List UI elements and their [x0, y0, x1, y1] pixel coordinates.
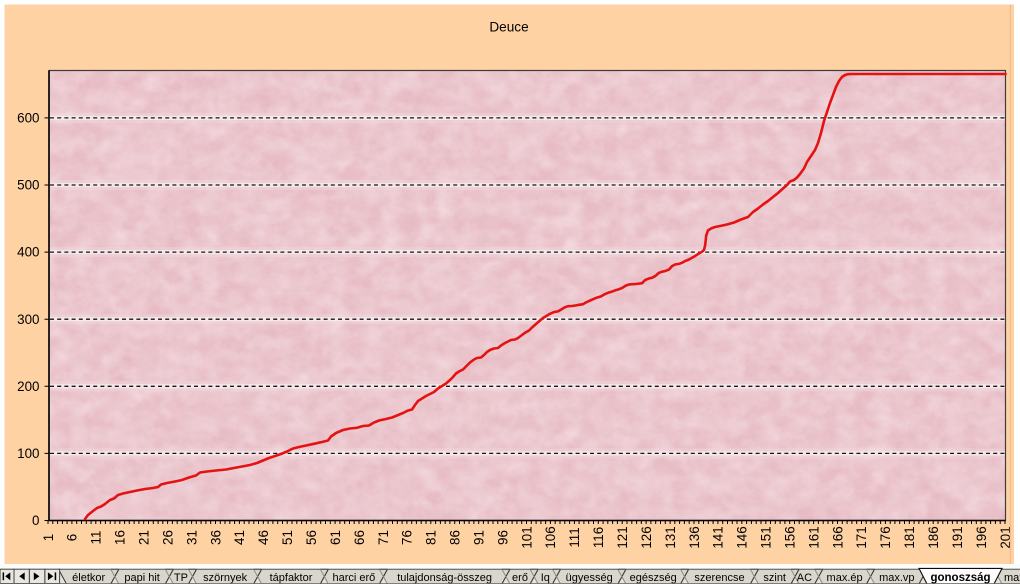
- svg-text:szerencse: szerencse: [694, 572, 744, 584]
- svg-text:106: 106: [543, 526, 558, 548]
- svg-text:TP: TP: [174, 572, 188, 584]
- svg-text:66: 66: [352, 530, 367, 545]
- svg-text:161: 161: [806, 526, 821, 548]
- svg-text:81: 81: [424, 530, 439, 545]
- svg-text:gonoszság: gonoszság: [930, 572, 990, 584]
- svg-text:max.ép: max.ép: [827, 572, 863, 584]
- svg-text:56: 56: [304, 530, 319, 545]
- svg-text:26: 26: [160, 530, 175, 545]
- svg-text:egészség: egészség: [630, 572, 677, 584]
- svg-text:életkor: életkor: [72, 572, 105, 584]
- svg-text:111: 111: [567, 527, 582, 547]
- svg-text:61: 61: [328, 530, 343, 545]
- svg-text:papi hit: papi hit: [124, 572, 159, 584]
- svg-text:31: 31: [184, 530, 199, 545]
- svg-text:ügyesség: ügyesség: [566, 572, 613, 584]
- svg-text:Iq: Iq: [541, 572, 550, 584]
- svg-text:126: 126: [639, 526, 654, 548]
- svg-text:AC: AC: [797, 572, 812, 584]
- svg-text:21: 21: [137, 530, 152, 545]
- svg-text:151: 151: [759, 526, 774, 548]
- svg-text:141: 141: [711, 526, 726, 548]
- svg-text:196: 196: [974, 526, 989, 548]
- svg-text:186: 186: [926, 526, 941, 548]
- svg-text:1: 1: [41, 534, 56, 541]
- svg-text:100: 100: [17, 446, 39, 461]
- svg-text:300: 300: [17, 312, 39, 327]
- svg-text:600: 600: [17, 111, 39, 126]
- svg-text:11: 11: [89, 531, 104, 545]
- svg-text:171: 171: [854, 526, 869, 548]
- svg-text:51: 51: [280, 530, 295, 545]
- svg-text:131: 131: [663, 526, 678, 548]
- svg-text:200: 200: [17, 379, 39, 394]
- svg-text:erő: erő: [512, 572, 528, 584]
- svg-text:96: 96: [495, 530, 510, 545]
- svg-text:Deuce: Deuce: [489, 20, 528, 35]
- svg-text:116: 116: [591, 527, 606, 548]
- svg-text:max.vp: max.vp: [879, 572, 914, 584]
- svg-text:181: 181: [902, 526, 917, 548]
- svg-text:76: 76: [400, 530, 415, 545]
- svg-text:36: 36: [208, 530, 223, 545]
- svg-text:71: 71: [376, 530, 391, 545]
- svg-text:191: 191: [950, 526, 965, 548]
- svg-text:6: 6: [65, 534, 80, 541]
- svg-text:91: 91: [472, 530, 487, 545]
- svg-text:166: 166: [830, 526, 845, 548]
- svg-text:400: 400: [17, 245, 39, 260]
- svg-text:szint: szint: [763, 572, 786, 584]
- svg-text:156: 156: [783, 526, 798, 548]
- svg-text:136: 136: [687, 526, 702, 548]
- svg-text:500: 500: [17, 178, 39, 193]
- svg-text:41: 41: [232, 530, 247, 545]
- svg-text:tulajdonság-összeg: tulajdonság-összeg: [397, 572, 492, 584]
- svg-text:176: 176: [878, 526, 893, 548]
- svg-text:46: 46: [256, 530, 271, 545]
- svg-text:tápfaktor: tápfaktor: [270, 572, 313, 584]
- svg-text:0: 0: [32, 513, 39, 528]
- svg-text:121: 121: [615, 526, 630, 548]
- svg-text:201: 201: [998, 526, 1013, 548]
- svg-text:86: 86: [448, 530, 463, 545]
- svg-text:szörnyek: szörnyek: [203, 572, 248, 584]
- svg-text:16: 16: [113, 530, 128, 545]
- svg-text:146: 146: [735, 526, 750, 548]
- svg-text:max.tp: max.tp: [1004, 572, 1020, 584]
- svg-text:harci erő: harci erő: [333, 572, 376, 584]
- svg-text:101: 101: [519, 526, 534, 548]
